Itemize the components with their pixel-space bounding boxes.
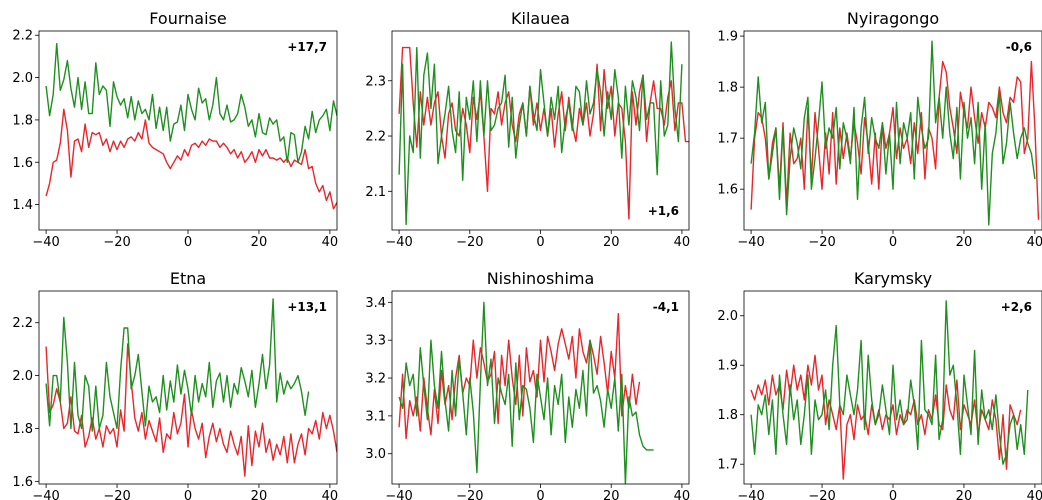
panel-title: Kilauea xyxy=(511,9,570,28)
y-tick-label: 1.7 xyxy=(717,458,738,473)
panel-kilauea: Kilauea −40 −20 0 20 40 2.1 2.2 2.3 +1,6 xyxy=(365,9,690,250)
x-tick-label: 20 xyxy=(603,235,620,250)
series-line-green xyxy=(45,298,310,432)
y-tick-label: 2.2 xyxy=(12,29,33,44)
y-tick-label: 2.3 xyxy=(365,74,386,89)
series-line-green xyxy=(398,301,654,484)
series-line-green xyxy=(750,300,1029,465)
y-tick-label: 1.6 xyxy=(717,183,738,198)
x-tick-label: −20 xyxy=(103,235,130,250)
x-tick-label: −40 xyxy=(385,235,412,250)
y-tick-label: 1.6 xyxy=(12,475,33,490)
x-tick-label: −20 xyxy=(456,235,483,250)
y-tick-label: 2.0 xyxy=(717,309,738,324)
x-tick-label: 20 xyxy=(251,235,268,250)
panel-fournaise: Fournaise −40 −20 0 20 40 1.4 1.6 1.8 2.0 2.2 +17,7 xyxy=(12,9,339,250)
x-tick-label: 40 xyxy=(1027,235,1042,250)
panel-etna: Etna −40 −20 0 20 40 1.6 1.8 2.0 2.2 +13,1 xyxy=(12,269,338,500)
change-annotation: -0,6 xyxy=(1006,40,1032,54)
change-annotation: +1,6 xyxy=(648,204,679,218)
y-tick-label: 2.2 xyxy=(12,316,33,331)
series-line-red xyxy=(45,108,337,210)
panel-title: Karymsky xyxy=(854,269,932,288)
x-tick-label: −40 xyxy=(32,489,59,500)
panel-title: Nyiragongo xyxy=(847,9,939,28)
x-tick-label: 40 xyxy=(322,235,339,250)
y-tick-label: 1.8 xyxy=(12,113,33,128)
x-tick-label: 20 xyxy=(603,489,620,500)
y-tick-label: 1.8 xyxy=(717,81,738,96)
x-tick-label: 0 xyxy=(889,489,897,500)
change-annotation: +13,1 xyxy=(287,300,327,314)
y-tick-label: 3.4 xyxy=(365,296,386,311)
change-annotation: -4,1 xyxy=(653,300,679,314)
panel-nishinoshima: Nishinoshima −40 −20 0 20 40 3.0 3.1 3.2 3.3 3.4 -4… xyxy=(365,269,690,500)
plot-frame xyxy=(743,30,1042,231)
y-tick-label: 1.9 xyxy=(717,30,738,45)
x-tick-label: −20 xyxy=(808,489,835,500)
x-tick-label: 0 xyxy=(184,489,192,500)
change-annotation: +17,7 xyxy=(287,40,327,54)
x-tick-label: 40 xyxy=(674,489,691,500)
change-annotation: +2,6 xyxy=(1001,300,1032,314)
x-tick-label: 40 xyxy=(322,489,339,500)
x-tick-label: −40 xyxy=(385,489,412,500)
y-tick-label: 1.6 xyxy=(12,156,33,171)
x-tick-label: −40 xyxy=(737,489,764,500)
panel-title: Fournaise xyxy=(149,9,226,28)
x-tick-label: 20 xyxy=(956,235,973,250)
y-tick-label: 1.7 xyxy=(717,132,738,147)
series-line-red xyxy=(750,354,1022,480)
panel-title: Nishinoshima xyxy=(487,269,595,288)
plot-frame xyxy=(391,290,690,485)
y-tick-label: 3.3 xyxy=(365,334,386,349)
x-tick-label: −20 xyxy=(456,489,483,500)
panel-title: Etna xyxy=(170,269,206,288)
y-tick-label: 3.1 xyxy=(365,409,386,424)
series-line-red xyxy=(398,313,641,440)
y-tick-label: 2.0 xyxy=(12,71,33,86)
x-tick-label: −40 xyxy=(32,235,59,250)
y-tick-label: 2.1 xyxy=(365,185,386,200)
panel-nyiragongo: Nyiragongo −40 −20 0 20 40 1.6 1.7 1.8 1.9 -0,6 xyxy=(717,9,1042,250)
x-tick-label: 40 xyxy=(674,235,691,250)
x-tick-label: −20 xyxy=(103,489,130,500)
x-tick-label: 20 xyxy=(251,489,268,500)
x-tick-label: 0 xyxy=(536,489,544,500)
series-line-green xyxy=(45,43,337,164)
x-tick-label: 40 xyxy=(1027,489,1042,500)
x-tick-label: 20 xyxy=(956,489,973,500)
y-tick-label: 1.8 xyxy=(12,422,33,437)
y-tick-label: 3.2 xyxy=(365,372,386,387)
y-tick-label: 1.8 xyxy=(717,408,738,423)
series-line-green xyxy=(750,40,1036,226)
y-tick-label: 1.4 xyxy=(12,198,33,213)
y-tick-label: 1.9 xyxy=(717,359,738,374)
x-tick-label: 0 xyxy=(184,235,192,250)
x-tick-label: 0 xyxy=(536,235,544,250)
y-tick-label: 2.0 xyxy=(12,369,33,384)
x-tick-label: −20 xyxy=(808,235,835,250)
series-line-green xyxy=(398,41,683,226)
y-tick-label: 2.2 xyxy=(365,130,386,145)
y-tick-label: 3.0 xyxy=(365,447,386,462)
x-tick-label: 0 xyxy=(889,235,897,250)
x-tick-label: −40 xyxy=(737,235,764,250)
panel-karymsky: Karymsky −40 −20 0 20 40 1.7 1.8 1.9 2.0 +2,6 xyxy=(717,269,1042,500)
